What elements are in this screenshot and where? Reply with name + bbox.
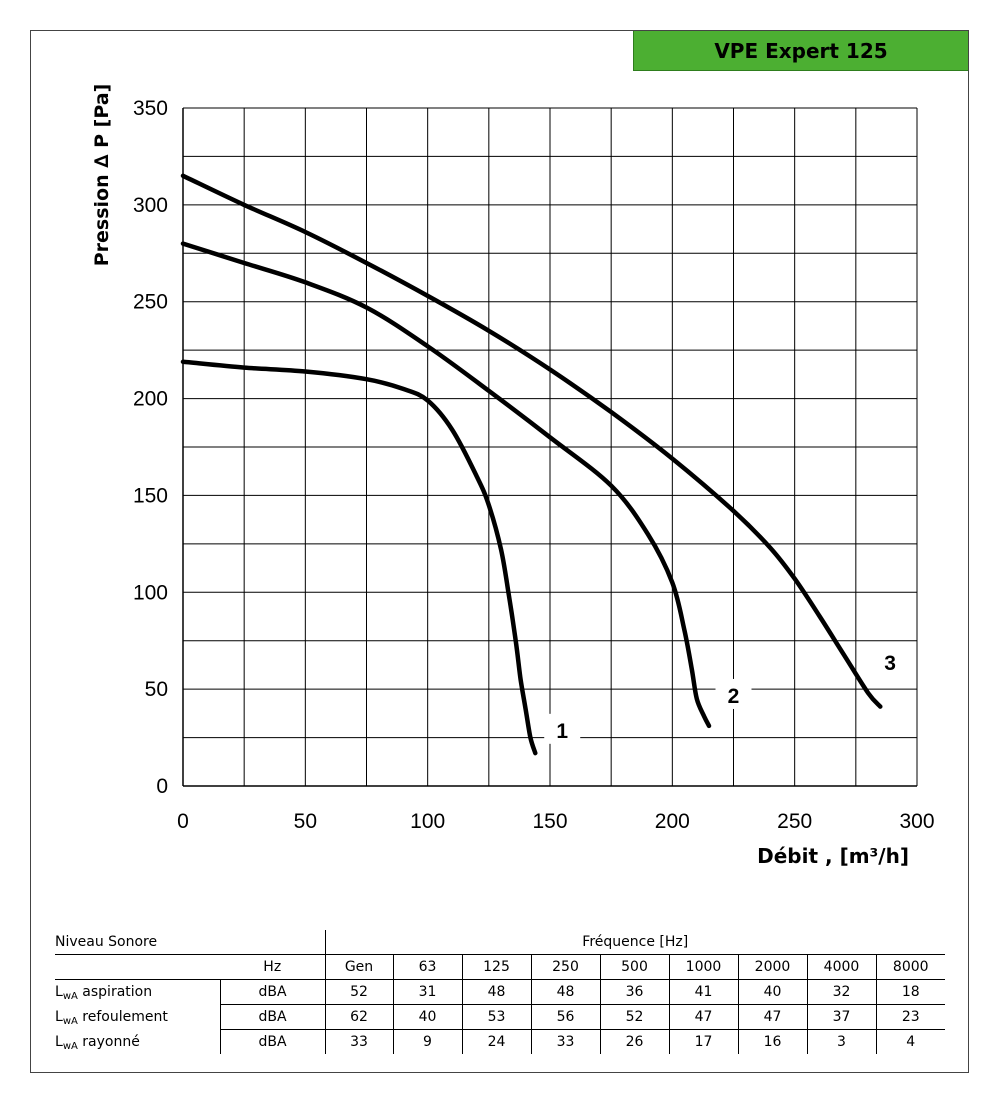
noise-row-unit: dBA — [220, 1029, 326, 1054]
frequency-header: 125 — [462, 954, 532, 980]
y-tick-label: 200 — [133, 388, 168, 411]
frequency-header: 63 — [393, 954, 463, 980]
noise-value: 3 — [807, 1029, 877, 1054]
y-axis-label: Pression ∆ P [Pa] — [91, 84, 113, 267]
noise-row-unit: dBA — [220, 979, 326, 1005]
noise-level-table: Niveau Sonore Fréquence [Hz] Hz Gen 63 125… — [55, 930, 945, 1054]
y-tick-label: 50 — [145, 678, 168, 701]
curve-label-3: 3 — [884, 652, 896, 675]
noise-value: 33 — [531, 1029, 601, 1054]
noise-value: 52 — [600, 1004, 670, 1030]
noise-row: LwA refoulement dBA 62 40 53 56 52 47 47 37 23 — [55, 1004, 945, 1030]
curve-2 — [180, 241, 712, 729]
noise-value: 56 — [531, 1004, 601, 1030]
y-tick-label: 350 — [133, 97, 168, 120]
curve-label-1: 1 — [556, 720, 568, 743]
frequency-row: Hz Gen 63 125 250 500 1000 2000 4000 8000 — [55, 954, 945, 980]
pressure-flow-chart: 0 50 100 150 200 250 300 0 50 100 150 200 250 300 350 D… — [91, 84, 935, 868]
y-tick-label: 150 — [133, 484, 168, 507]
frequency-header: 4000 — [807, 954, 877, 980]
x-tick-label: 100 — [410, 810, 445, 833]
x-tick-label: 300 — [899, 810, 934, 833]
noise-value: 48 — [462, 979, 532, 1005]
curve-1 — [180, 359, 538, 756]
x-tick-label: 50 — [294, 810, 317, 833]
noise-row-label: LwA aspiration — [55, 979, 221, 1005]
noise-value: 52 — [325, 979, 394, 1005]
noise-row: LwA aspiration dBA 52 31 48 48 36 41 40 32 18 — [55, 979, 945, 1005]
curve-3 — [180, 173, 883, 709]
noise-value: 32 — [807, 979, 877, 1005]
noise-value: 62 — [325, 1004, 394, 1030]
noise-value: 18 — [876, 979, 945, 1005]
frequency-header: Gen — [325, 954, 394, 980]
noise-row-unit: dBA — [220, 1004, 326, 1030]
noise-value: 9 — [393, 1029, 463, 1054]
hz-label: Hz — [220, 954, 326, 980]
noise-value: 16 — [738, 1029, 808, 1054]
curve-label-2: 2 — [728, 685, 740, 708]
noise-value: 41 — [669, 979, 739, 1005]
noise-row-label: LwA refoulement — [55, 1004, 221, 1030]
noise-value: 40 — [393, 1004, 463, 1030]
noise-value: 53 — [462, 1004, 532, 1030]
x-tick-label: 150 — [532, 810, 567, 833]
y-tick-label: 100 — [133, 581, 168, 604]
x-axis-label: Débit , [m³/h] — [757, 844, 909, 868]
y-tick-label: 0 — [156, 775, 168, 798]
noise-value: 48 — [531, 979, 601, 1005]
y-tick-label: 300 — [133, 194, 168, 217]
noise-table-heading-row: Niveau Sonore Fréquence [Hz] — [55, 930, 945, 955]
curve-label-box — [715, 678, 752, 709]
noise-value: 23 — [876, 1004, 945, 1030]
noise-value: 40 — [738, 979, 808, 1005]
x-tick-label: 200 — [655, 810, 690, 833]
noise-value: 4 — [906, 1034, 916, 1050]
frequency-header: 250 — [531, 954, 601, 980]
noise-value: 36 — [600, 979, 670, 1005]
noise-value: 24 — [462, 1029, 532, 1054]
noise-row-label: LwA rayonné — [55, 1029, 221, 1054]
page-frame — [30, 30, 969, 1073]
curve-label-box — [544, 713, 581, 744]
frequency-header: 1000 — [669, 954, 739, 980]
frequency-header: 8000 — [876, 954, 945, 980]
noise-value: 47 — [669, 1004, 739, 1030]
noise-value: 26 — [600, 1029, 670, 1054]
product-title: VPE Expert 125 — [633, 31, 968, 71]
noise-value: 31 — [393, 979, 463, 1005]
y-tick-label: 250 — [133, 291, 168, 314]
frequency-header: 2000 — [738, 954, 808, 980]
noise-value: 37 — [807, 1004, 877, 1030]
noise-heading: Niveau Sonore — [55, 930, 326, 955]
x-tick-label: 0 — [177, 810, 189, 833]
frequency-heading: Fréquence [Hz] — [325, 930, 945, 955]
noise-value: 47 — [738, 1004, 808, 1030]
noise-value: 17 — [669, 1029, 739, 1054]
noise-row: LwA rayonné dBA 33 9 24 33 26 17 16 3 4 — [55, 1029, 945, 1054]
x-tick-label: 250 — [777, 810, 812, 833]
frequency-header: 500 — [600, 954, 670, 980]
noise-value: 33 — [325, 1029, 394, 1054]
